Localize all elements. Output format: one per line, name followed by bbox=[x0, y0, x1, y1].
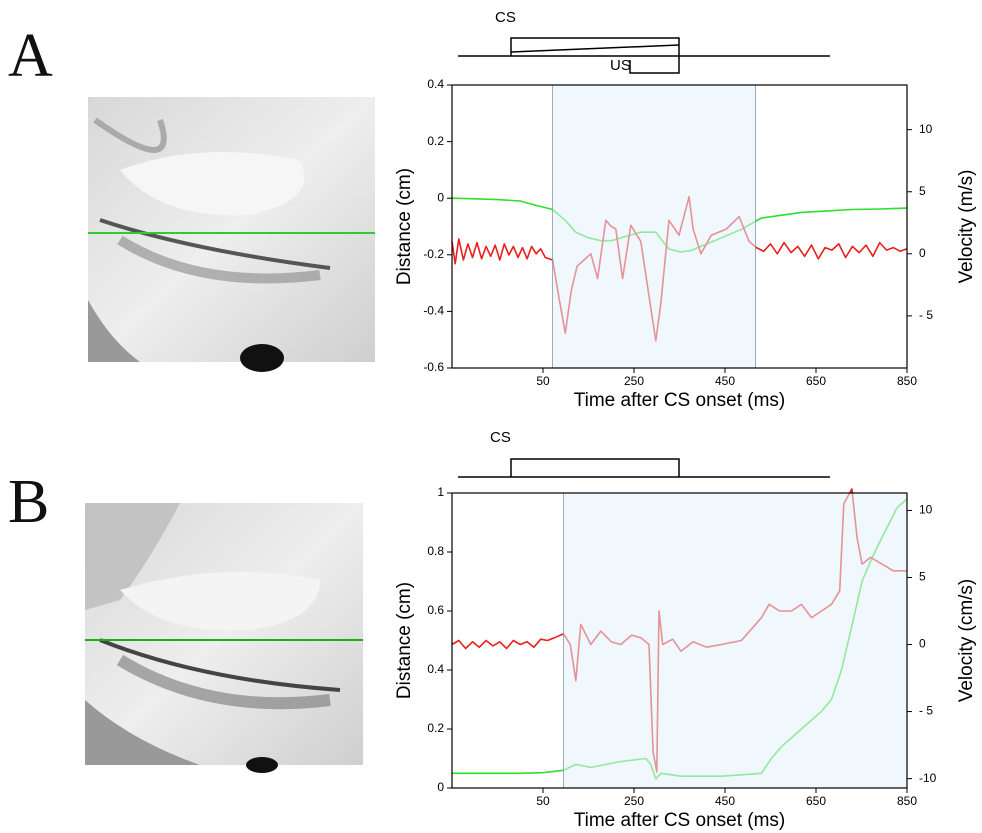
y-tick-label: 1 bbox=[437, 485, 444, 499]
y-tick-label: 0 bbox=[437, 780, 444, 794]
x-tick-label: 50 bbox=[536, 374, 550, 388]
panel-label: A bbox=[8, 22, 53, 90]
y-tick-label: -0.4 bbox=[423, 304, 444, 318]
plot-frame bbox=[451, 492, 908, 789]
x-tick-label: 650 bbox=[806, 374, 826, 388]
y2-axis-title: Velocity (cm/s) bbox=[956, 579, 977, 703]
y2-tick-label: 10 bbox=[919, 122, 933, 136]
y2-tick-label: - 5 bbox=[919, 704, 933, 718]
y-tick-label: 0 bbox=[437, 190, 444, 204]
eye-image bbox=[88, 97, 375, 372]
x-tick-label: 250 bbox=[624, 794, 644, 808]
x-tick-label: 50 bbox=[536, 794, 550, 808]
y-axis-title: Distance (cm) bbox=[394, 168, 415, 285]
y-axis-title: Distance (cm) bbox=[394, 582, 415, 699]
x-tick-label: 650 bbox=[806, 794, 826, 808]
y2-tick-label: 5 bbox=[919, 570, 926, 584]
x-tick-label: 850 bbox=[897, 374, 917, 388]
y2-tick-label: 5 bbox=[919, 184, 926, 198]
y-tick-label: 0.2 bbox=[427, 134, 444, 148]
x-tick-label: 450 bbox=[715, 374, 735, 388]
y-tick-label: -0.6 bbox=[423, 360, 444, 374]
panel-label: B bbox=[8, 468, 49, 536]
x-tick-label: 450 bbox=[715, 794, 735, 808]
shaded-region bbox=[552, 84, 756, 369]
y2-tick-label: - 5 bbox=[919, 308, 933, 322]
stimulus-label: US bbox=[610, 57, 631, 74]
y2-axis-title: Velocity (m/s) bbox=[956, 169, 977, 283]
y2-tick-label: 0 bbox=[919, 637, 926, 651]
y-tick-label: 0.4 bbox=[427, 77, 444, 91]
y2-tick-label: -10 bbox=[919, 771, 937, 785]
y-tick-label: 0.4 bbox=[427, 662, 444, 676]
y-tick-label: 0.2 bbox=[427, 721, 444, 735]
x-tick-label: 850 bbox=[897, 794, 917, 808]
y-tick-label: 0.8 bbox=[427, 544, 444, 558]
x-tick-label: 250 bbox=[624, 374, 644, 388]
eye-image bbox=[85, 503, 363, 773]
stimulus-timing bbox=[458, 37, 830, 478]
x-axis-title: Time after CS onset (ms) bbox=[574, 810, 786, 831]
y-tick-label: 0.6 bbox=[427, 603, 444, 617]
shaded-region bbox=[563, 492, 908, 789]
x-axis-title: Time after CS onset (ms) bbox=[574, 390, 786, 411]
plot-frame bbox=[451, 84, 908, 369]
y2-tick-label: 10 bbox=[919, 503, 933, 517]
y2-tick-label: 0 bbox=[919, 246, 926, 260]
y-tick-label: -0.2 bbox=[423, 247, 444, 261]
stimulus-label: CS bbox=[490, 429, 511, 446]
stimulus-label: CS bbox=[495, 9, 516, 26]
